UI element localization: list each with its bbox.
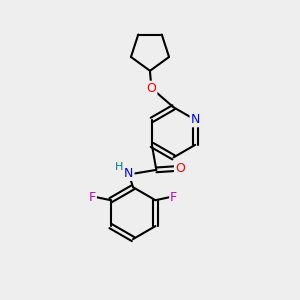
Text: F: F	[89, 191, 96, 204]
Text: O: O	[175, 162, 185, 175]
Text: H: H	[115, 162, 123, 172]
Text: F: F	[170, 191, 177, 204]
Text: N: N	[124, 167, 133, 180]
Text: O: O	[146, 82, 156, 95]
Text: N: N	[190, 113, 200, 126]
